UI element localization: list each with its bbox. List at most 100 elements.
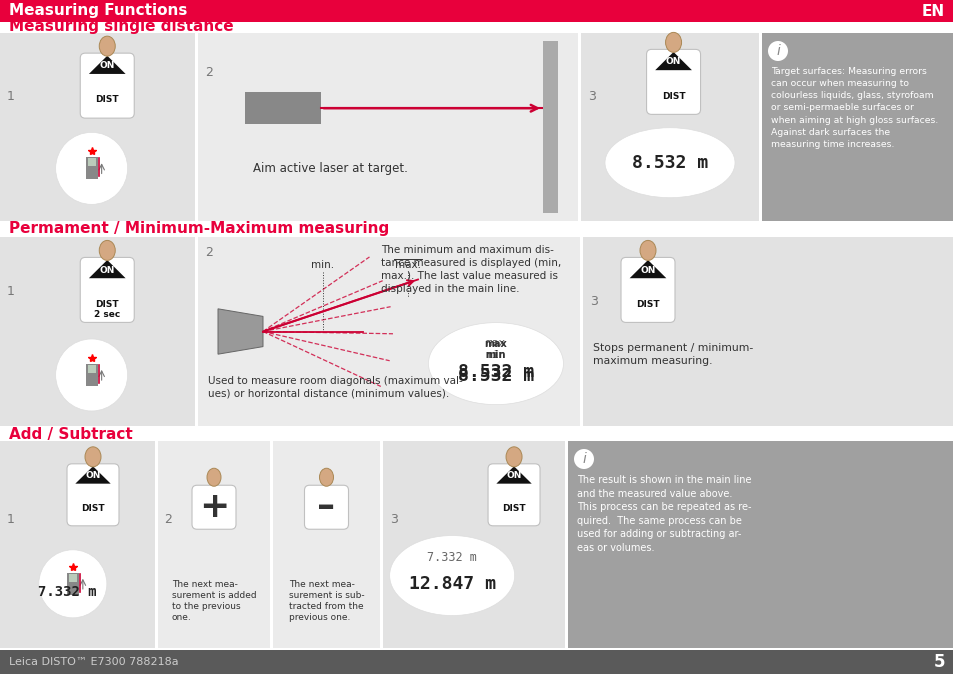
Text: Leica DISTO™ E7300 788218a: Leica DISTO™ E7300 788218a <box>9 657 178 667</box>
Text: 3: 3 <box>587 90 596 104</box>
Text: 2: 2 <box>205 245 213 259</box>
Bar <box>67 573 79 595</box>
Text: max: max <box>484 338 507 348</box>
Ellipse shape <box>665 32 680 53</box>
Bar <box>0 441 154 648</box>
Text: DIST: DIST <box>636 300 659 309</box>
Bar <box>69 574 77 582</box>
Ellipse shape <box>85 447 101 467</box>
Bar <box>198 237 579 426</box>
Text: Stops permanent / minimum-
maximum measuring.: Stops permanent / minimum- maximum measu… <box>593 342 753 366</box>
Text: 8.532 m: 8.532 m <box>631 154 707 172</box>
Ellipse shape <box>207 468 221 486</box>
Ellipse shape <box>431 324 560 404</box>
Circle shape <box>55 339 128 411</box>
Circle shape <box>55 132 128 204</box>
Circle shape <box>574 449 594 469</box>
Bar <box>270 441 273 648</box>
Text: 2: 2 <box>205 65 213 78</box>
Polygon shape <box>218 309 263 354</box>
Text: The next mea-
surement is added
to the previous
one.: The next mea- surement is added to the p… <box>172 580 256 622</box>
Text: 3: 3 <box>589 295 598 308</box>
Bar <box>761 33 953 221</box>
Bar <box>567 441 953 648</box>
Text: 12.847 m: 12.847 m <box>408 574 496 592</box>
Bar <box>382 441 564 648</box>
Circle shape <box>767 41 787 61</box>
Bar <box>194 237 198 426</box>
Bar <box>273 441 379 648</box>
Ellipse shape <box>99 241 115 260</box>
Polygon shape <box>629 260 665 278</box>
Bar <box>0 0 953 22</box>
Text: ON: ON <box>99 61 114 70</box>
Bar <box>582 237 953 426</box>
FancyBboxPatch shape <box>67 464 119 526</box>
FancyBboxPatch shape <box>80 257 134 322</box>
Polygon shape <box>496 466 531 484</box>
Bar <box>759 33 761 221</box>
Text: i: i <box>581 452 585 466</box>
Text: Add / Subtract: Add / Subtract <box>9 427 132 441</box>
Text: ON: ON <box>665 57 680 67</box>
Text: DIST: DIST <box>81 504 105 513</box>
Text: EN: EN <box>921 3 944 18</box>
Text: Permament / Minimum-Maximum measuring: Permament / Minimum-Maximum measuring <box>9 222 389 237</box>
Bar <box>542 41 558 213</box>
Text: min: min <box>485 350 506 360</box>
FancyBboxPatch shape <box>488 464 539 526</box>
FancyBboxPatch shape <box>192 485 235 529</box>
Text: 2: 2 <box>164 513 172 526</box>
Bar <box>245 92 320 124</box>
Bar <box>88 365 95 373</box>
Text: Measuring Functions: Measuring Functions <box>9 3 187 18</box>
Polygon shape <box>655 52 691 70</box>
Text: DIST: DIST <box>501 504 525 513</box>
Ellipse shape <box>319 468 334 486</box>
Bar <box>88 158 95 166</box>
Text: ON: ON <box>639 266 655 274</box>
FancyBboxPatch shape <box>80 53 134 118</box>
Ellipse shape <box>389 536 514 615</box>
Text: 7.332 m: 7.332 m <box>37 585 96 599</box>
Text: max.: max. <box>395 260 420 270</box>
Text: i: i <box>775 44 780 58</box>
Text: ON: ON <box>506 471 521 481</box>
FancyBboxPatch shape <box>304 485 348 529</box>
Bar <box>86 364 97 386</box>
Text: Used to measure room diagonals (maximum val-
ues) or horizontal distance (minimu: Used to measure room diagonals (maximum … <box>208 375 462 398</box>
Text: 5: 5 <box>933 653 944 671</box>
Bar <box>580 33 759 221</box>
Polygon shape <box>89 56 126 74</box>
Bar <box>0 237 194 426</box>
Ellipse shape <box>428 323 563 404</box>
FancyBboxPatch shape <box>646 49 700 115</box>
Text: 1: 1 <box>7 285 15 298</box>
Text: 1: 1 <box>7 513 15 526</box>
Text: The minimum and maximum dis-
tance measured is displayed (min,
max.). The last v: The minimum and maximum dis- tance measu… <box>381 245 561 294</box>
Text: 8.532 m: 8.532 m <box>457 367 534 385</box>
Text: Measuring single distance: Measuring single distance <box>9 18 233 34</box>
Bar <box>194 33 198 221</box>
Text: 2 sec: 2 sec <box>94 310 120 319</box>
Text: ON: ON <box>99 266 114 274</box>
Text: The result is shown in the main line
and the measured value above.
This process : The result is shown in the main line and… <box>577 475 751 553</box>
Polygon shape <box>89 260 126 278</box>
Polygon shape <box>75 466 111 484</box>
FancyBboxPatch shape <box>620 257 675 322</box>
Bar <box>379 441 382 648</box>
Text: –: – <box>317 490 335 524</box>
Bar <box>0 650 953 674</box>
Ellipse shape <box>639 241 656 260</box>
Text: DIST: DIST <box>95 300 119 309</box>
Bar <box>158 441 270 648</box>
Text: The next mea-
surement is sub-
tracted from the
previous one.: The next mea- surement is sub- tracted f… <box>289 580 364 622</box>
Ellipse shape <box>99 36 115 56</box>
Text: 3: 3 <box>390 513 397 526</box>
Circle shape <box>39 550 107 618</box>
Text: Aim active laser at target.: Aim active laser at target. <box>253 162 408 175</box>
Text: +: + <box>198 490 229 524</box>
Bar <box>86 157 97 179</box>
Ellipse shape <box>604 127 734 197</box>
Ellipse shape <box>505 447 521 467</box>
